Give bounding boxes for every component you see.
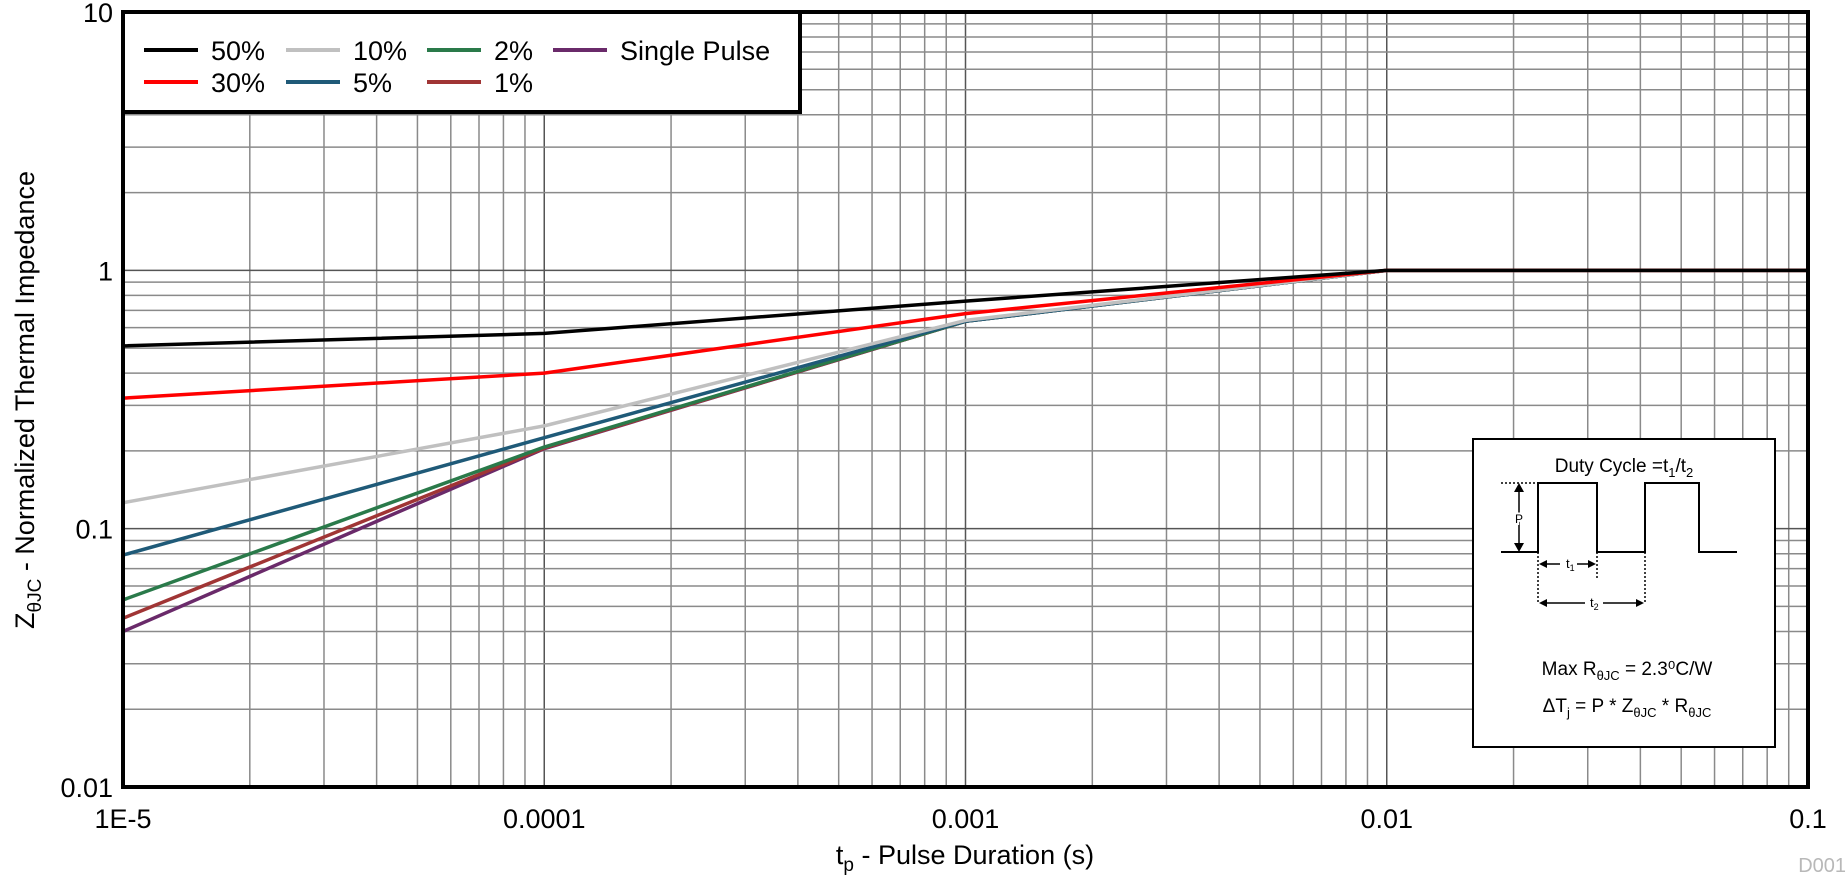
y-tick-labels: 0.01 0.1 1 10 bbox=[60, 0, 113, 803]
figure-id: D001 bbox=[1798, 855, 1846, 877]
p-label: P bbox=[1515, 512, 1523, 526]
legend-label: 10% bbox=[353, 36, 407, 66]
t2-label: t2 bbox=[1590, 595, 1599, 612]
x-axis-label: tp - Pulse Duration (s) bbox=[836, 840, 1094, 876]
legend-label: 5% bbox=[353, 68, 392, 98]
legend-label: 50% bbox=[211, 36, 265, 66]
legend-label: 1% bbox=[494, 68, 533, 98]
y-tick-label: 0.01 bbox=[60, 773, 113, 803]
legend-label: Single Pulse bbox=[620, 36, 770, 66]
x-tick-labels: 1E-5 0.0001 0.001 0.01 0.1 bbox=[94, 804, 1826, 834]
y-tick-label: 10 bbox=[83, 0, 113, 28]
series-lines bbox=[122, 268, 1808, 634]
series-line-50- bbox=[122, 268, 1808, 348]
y-axis-label: ZθJC - Normalized Thermal Impedance bbox=[10, 171, 46, 629]
x-tick-label: 0.01 bbox=[1360, 804, 1413, 834]
x-tick-label: 1E-5 bbox=[94, 804, 151, 834]
duty-cycle-label: Duty Cycle =t1/t2 bbox=[1555, 456, 1694, 480]
t1-label: t1 bbox=[1566, 556, 1575, 573]
legend: 50% 10% 2% Single Pulse 30% 5% 1% bbox=[121, 10, 802, 114]
y-tick-label: 0.1 bbox=[75, 515, 113, 545]
legend-label: 2% bbox=[494, 36, 533, 66]
y-tick-label: 1 bbox=[98, 256, 113, 286]
duty-cycle-inset: Duty Cycle =t1/t2 P t1 t2 Max RθJC = 2.3… bbox=[1472, 438, 1776, 748]
max-r-label: Max RθJC = 2.3⁰C/W bbox=[1542, 659, 1713, 683]
x-tick-label: 0.001 bbox=[932, 804, 1000, 834]
x-tick-label: 0.1 bbox=[1789, 804, 1827, 834]
x-tick-label: 0.0001 bbox=[503, 804, 586, 834]
delta-t-formula: ΔTj = P * ZθJC * RθJC bbox=[1543, 696, 1712, 720]
legend-label: 30% bbox=[211, 68, 265, 98]
pulse-waveform bbox=[1501, 482, 1737, 553]
plot-frame bbox=[121, 10, 1810, 789]
